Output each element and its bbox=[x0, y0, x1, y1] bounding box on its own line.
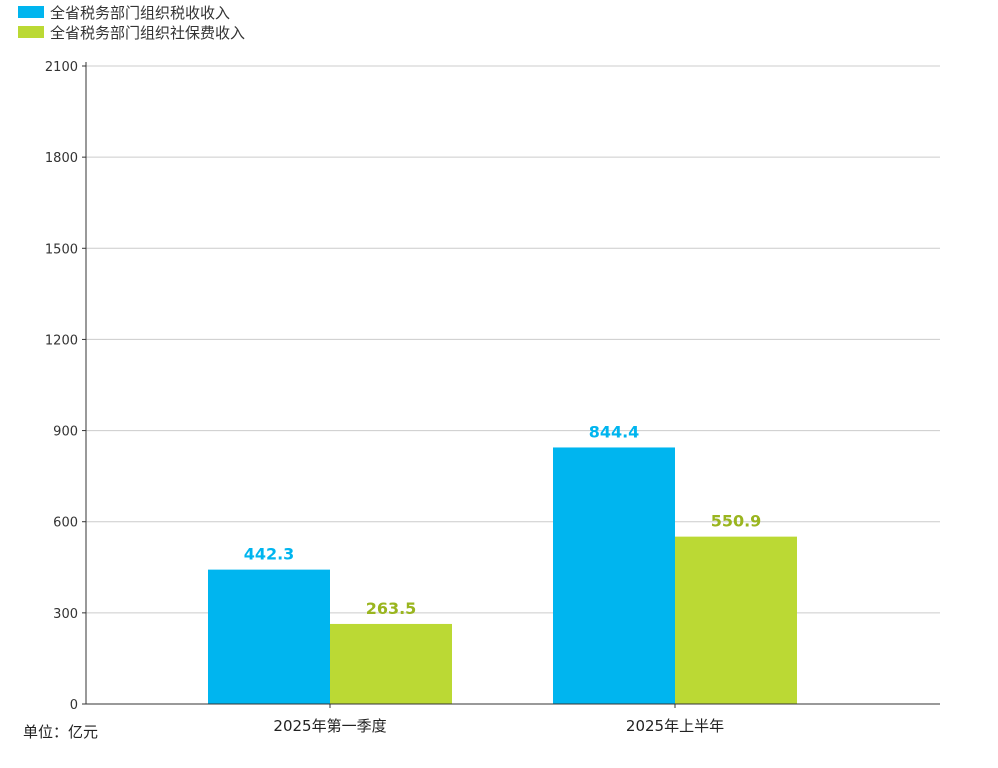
bar-2-1 bbox=[330, 623, 452, 704]
y-tick-label: 2100 bbox=[45, 60, 78, 75]
bar-1-2 bbox=[553, 447, 675, 704]
y-axis: 0 300 600 900 1200 1500 1800 2100 bbox=[45, 60, 87, 713]
legend-label-1: 全省税务部门组织税收收入 bbox=[50, 4, 230, 22]
bars bbox=[208, 447, 797, 704]
bar-1-1 bbox=[208, 569, 330, 704]
legend-swatch-2 bbox=[18, 26, 44, 38]
x-tick-label: 2025年上半年 bbox=[626, 717, 724, 735]
y-tick-label: 0 bbox=[70, 698, 78, 713]
bar-2-2 bbox=[675, 536, 797, 704]
y-tick-label: 1800 bbox=[45, 151, 78, 166]
unit-label: 单位：亿元 bbox=[23, 723, 98, 741]
y-tick-label: 900 bbox=[53, 425, 78, 440]
y-tick-label: 600 bbox=[53, 516, 78, 531]
data-label-2-1: 263.5 bbox=[366, 599, 417, 618]
x-tick-label: 2025年第一季度 bbox=[273, 717, 386, 735]
legend-label-2: 全省税务部门组织社保费收入 bbox=[50, 24, 245, 42]
y-tick-label: 1200 bbox=[45, 333, 78, 348]
legend-swatch-1 bbox=[18, 6, 44, 18]
data-label-1-2: 844.4 bbox=[589, 422, 640, 441]
data-label-1-1: 442.3 bbox=[244, 545, 295, 564]
value-labels: 442.3 263.5 844.4 550.9 bbox=[244, 422, 762, 617]
y-tick-label: 1500 bbox=[45, 242, 78, 257]
grid-lines bbox=[86, 65, 940, 614]
y-tick-label: 300 bbox=[53, 607, 78, 622]
data-label-2-2: 550.9 bbox=[711, 512, 762, 531]
x-axis: 2025年第一季度 2025年上半年 bbox=[86, 703, 940, 735]
